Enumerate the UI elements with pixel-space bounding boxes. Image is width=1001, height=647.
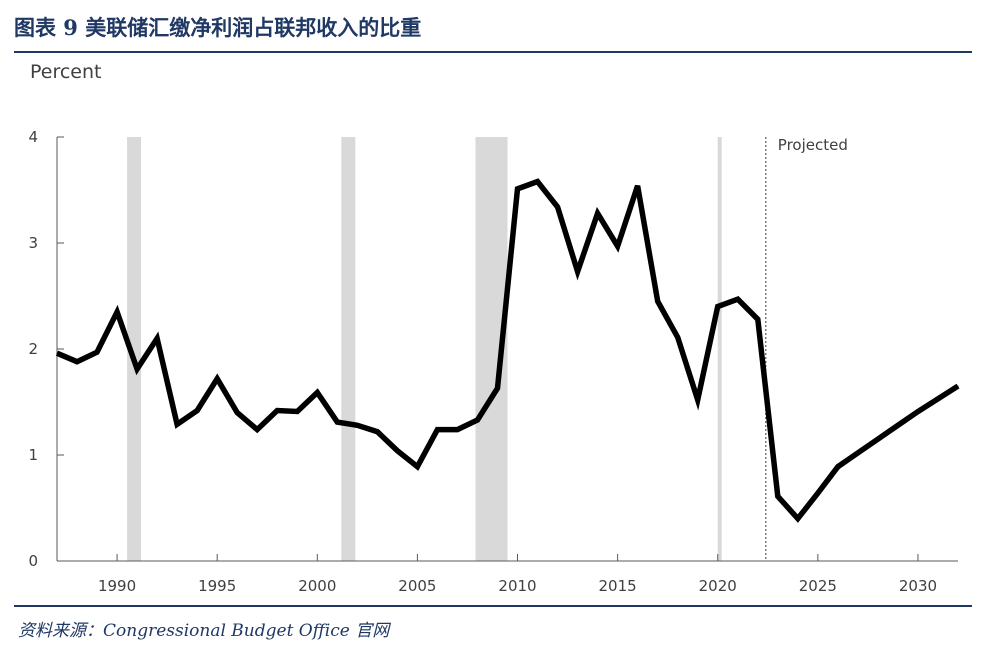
recession-band-1: [127, 137, 142, 561]
data-point: [797, 518, 799, 520]
data-point: [216, 378, 218, 380]
x-tick-label: 2015: [599, 577, 637, 595]
x-tick-label: 2020: [699, 577, 737, 595]
data-point: [236, 412, 238, 414]
data-point: [436, 429, 438, 431]
y-tick-label: 4: [28, 128, 38, 146]
x-tick-label: 2005: [398, 577, 436, 595]
data-point: [697, 399, 699, 401]
data-point: [757, 318, 759, 320]
data-point: [336, 421, 338, 423]
chart-title: 图表 9 美联储汇缴净利润占联邦收入的比重: [14, 15, 422, 40]
x-tick-label: 1990: [98, 577, 136, 595]
data-point: [817, 492, 819, 494]
x-tick-label: 2025: [799, 577, 837, 595]
data-point: [196, 409, 198, 411]
data-point: [877, 438, 879, 440]
y-tick-label: 1: [28, 446, 38, 464]
data-point: [276, 409, 278, 411]
data-point: [657, 300, 659, 302]
data-point: [156, 337, 158, 339]
x-tick-label: 2010: [498, 577, 536, 595]
data-point: [476, 419, 478, 421]
data-point: [737, 298, 739, 300]
data-point: [176, 423, 178, 425]
data-point: [116, 311, 118, 313]
data-point: [376, 431, 378, 433]
data-point: [617, 245, 619, 247]
data-point: [957, 385, 959, 387]
recession-bands: [127, 137, 722, 561]
data-point: [396, 450, 398, 452]
projection-marker: Projected: [765, 136, 848, 561]
recession-band-2: [341, 137, 356, 561]
data-point: [96, 351, 98, 353]
series-line: [55, 178, 960, 523]
data-point: [136, 368, 138, 370]
series-line-layer: [55, 178, 960, 523]
data-point: [837, 466, 839, 468]
data-point: [677, 336, 679, 338]
data-point: [857, 452, 859, 454]
data-point: [56, 352, 58, 354]
y-tick-label: 0: [28, 552, 38, 570]
recession-band-4: [717, 137, 722, 561]
data-point: [777, 495, 779, 497]
data-point: [416, 466, 418, 468]
data-point: [597, 212, 599, 214]
data-point: [897, 424, 899, 426]
x-tick-label: 1995: [198, 577, 236, 595]
data-point: [496, 387, 498, 389]
data-point: [256, 429, 258, 431]
data-point: [76, 361, 78, 363]
data-point: [717, 306, 719, 308]
axes: [56, 136, 958, 562]
data-point: [456, 429, 458, 431]
title-divider: [14, 51, 972, 53]
source-note: 资料来源：Congressional Budget Office 官网: [18, 621, 390, 641]
data-point: [917, 411, 919, 413]
y-axis-label: Percent: [30, 61, 102, 83]
data-point: [296, 411, 298, 413]
data-point: [356, 424, 358, 426]
data-point: [517, 188, 519, 190]
footer-divider: [14, 605, 972, 607]
data-point: [937, 398, 939, 400]
x-tick-label: 2030: [899, 577, 937, 595]
data-point: [557, 206, 559, 208]
projected-label: Projected: [778, 136, 848, 154]
y-tick-label: 3: [28, 234, 38, 252]
data-point: [537, 181, 539, 183]
data-point: [637, 185, 639, 187]
data-point: [577, 271, 579, 273]
data-point: [316, 391, 318, 393]
y-tick-label: 2: [28, 340, 38, 358]
tick-labels: 0 1 2 3 4 1990 1995 2000 2005 2010 2015 2020 2025 203…: [28, 128, 937, 595]
x-tick-label: 2000: [298, 577, 336, 595]
